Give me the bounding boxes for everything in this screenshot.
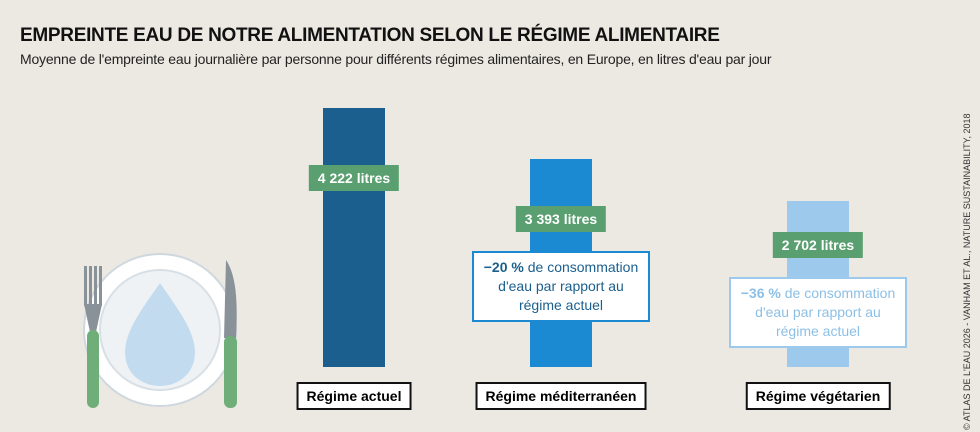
chart-subtitle: Moyenne de l'empreinte eau journalière p…: [20, 51, 772, 67]
value-label: 3 393 litres: [515, 206, 607, 232]
bar: [323, 108, 385, 367]
category-label: Régime méditerranéen: [475, 382, 647, 410]
annotation-highlight: −20 %: [483, 259, 524, 275]
annotation-highlight: −36 %: [740, 285, 781, 302]
value-label: 4 222 litres: [308, 165, 400, 192]
annotation-text: de consommation d'eau par rapport au rég…: [755, 285, 896, 340]
source: © ATLAS DE L'EAU 2026 - VANHAM ET AL., N…: [962, 113, 972, 430]
annotation-text: de consommation d'eau par rapport au rég…: [498, 259, 639, 313]
chart-title: EMPREINTE EAU DE NOTRE ALIMENTATION SELO…: [20, 25, 720, 46]
plate-illustration: [83, 253, 237, 408]
annotation: −20 % de consommation d'eau par rapport …: [472, 251, 650, 322]
value-label: 2 702 litres: [772, 232, 864, 259]
category-label: Régime végétarien: [745, 382, 891, 410]
annotation: −36 % de consommation d'eau par rapport …: [729, 277, 907, 349]
category-label: Régime actuel: [296, 382, 412, 410]
